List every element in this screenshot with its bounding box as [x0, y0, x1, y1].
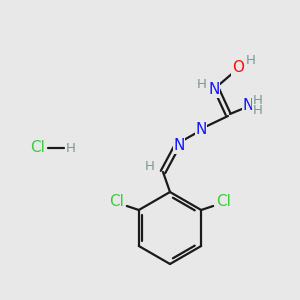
Text: N: N — [208, 82, 220, 98]
Text: H: H — [253, 104, 263, 118]
Text: N: N — [173, 139, 185, 154]
Text: N: N — [242, 98, 254, 113]
Text: Cl: Cl — [110, 194, 124, 209]
Text: H: H — [246, 53, 256, 67]
Text: H: H — [197, 77, 207, 91]
Text: Cl: Cl — [31, 140, 45, 155]
Text: H: H — [145, 160, 155, 173]
Text: N: N — [195, 122, 207, 136]
Text: O: O — [232, 61, 244, 76]
Text: Cl: Cl — [216, 194, 231, 209]
Text: H: H — [253, 94, 263, 107]
Text: H: H — [66, 142, 76, 155]
